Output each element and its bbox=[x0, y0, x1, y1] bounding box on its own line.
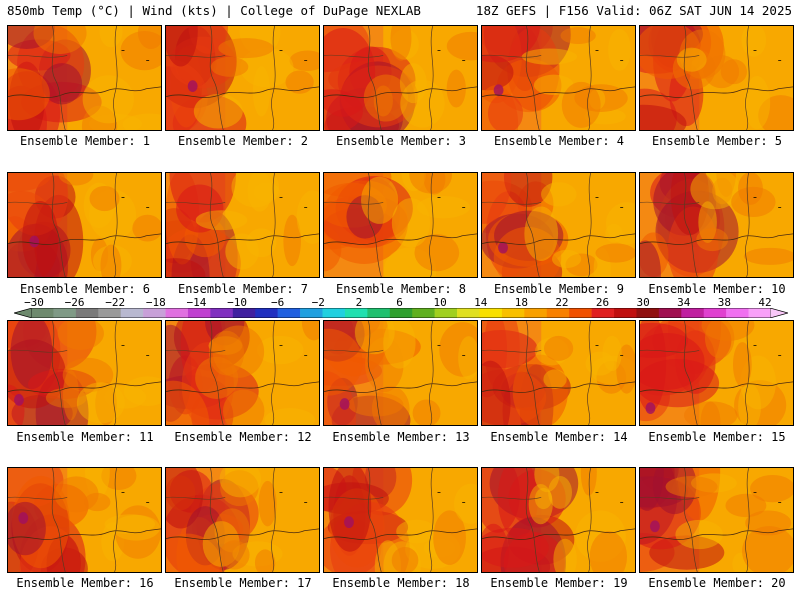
colorbar-swatch bbox=[143, 308, 166, 318]
ensemble-member-map bbox=[165, 320, 320, 426]
colorbar-swatch bbox=[726, 308, 749, 318]
colorbar-swatch bbox=[591, 308, 615, 318]
colorbar-swatch bbox=[53, 308, 77, 318]
ensemble-member-map bbox=[323, 172, 478, 278]
colorbar-swatch bbox=[501, 308, 525, 318]
ensemble-member-map bbox=[481, 25, 636, 131]
colorbar-tick-label: 30 bbox=[636, 296, 650, 309]
colorbar-right-arrow bbox=[770, 308, 788, 318]
colorbar-tick-label: −2 bbox=[311, 296, 325, 309]
ensemble-member-label: Ensemble Member: 1 bbox=[19, 134, 151, 148]
colorbar-swatch bbox=[412, 308, 435, 318]
colorbar-tick-label: −26 bbox=[64, 296, 85, 309]
colorbar-swatch bbox=[367, 308, 391, 318]
ensemble-member-label: Ensemble Member: 12 bbox=[174, 430, 312, 444]
colorbar-tick-label: 10 bbox=[433, 296, 447, 309]
ensemble-member-map bbox=[639, 467, 794, 573]
ensemble-member-label: Ensemble Member: 9 bbox=[493, 282, 625, 296]
colorbar bbox=[31, 308, 771, 318]
ensemble-member-map bbox=[323, 320, 478, 426]
ensemble-member-map bbox=[481, 320, 636, 426]
ensemble-member-label: Ensemble Member: 6 bbox=[19, 282, 151, 296]
colorbar-tick-label: −10 bbox=[227, 296, 247, 309]
ensemble-member-map bbox=[323, 467, 478, 573]
colorbar-swatch bbox=[75, 308, 99, 318]
colorbar-swatch bbox=[524, 308, 548, 318]
ensemble-member-label: Ensemble Member: 3 bbox=[335, 134, 467, 148]
colorbar-swatch bbox=[255, 308, 278, 318]
colorbar-tick-label: −30 bbox=[24, 296, 44, 309]
colorbar-swatch bbox=[703, 308, 727, 318]
colorbar-swatch bbox=[232, 308, 256, 318]
colorbar-tick-label: 2 bbox=[355, 296, 363, 309]
ensemble-member-map bbox=[639, 320, 794, 426]
colorbar-swatch bbox=[614, 308, 637, 318]
ensemble-member-label: Ensemble Member: 10 bbox=[648, 282, 786, 296]
colorbar-swatch bbox=[389, 308, 413, 318]
colorbar-tick-label: 6 bbox=[396, 296, 403, 309]
ensemble-member-label: Ensemble Member: 2 bbox=[177, 134, 309, 148]
ensemble-member-map bbox=[481, 467, 636, 573]
ensemble-member-map bbox=[323, 25, 478, 131]
ensemble-member-map bbox=[165, 25, 320, 131]
ensemble-member-label: Ensemble Member: 19 bbox=[490, 576, 628, 590]
ensemble-member-map bbox=[7, 172, 162, 278]
colorbar-swatch bbox=[98, 308, 121, 318]
colorbar-swatch bbox=[120, 308, 144, 318]
ensemble-member-label: Ensemble Member: 16 bbox=[16, 576, 154, 590]
colorbar-swatch bbox=[636, 308, 660, 318]
colorbar-swatch bbox=[546, 308, 570, 318]
ensemble-member-label: Ensemble Member: 11 bbox=[16, 430, 154, 444]
ensemble-member-label: Ensemble Member: 18 bbox=[332, 576, 470, 590]
ensemble-member-label: Ensemble Member: 8 bbox=[335, 282, 467, 296]
colorbar-swatch bbox=[434, 308, 458, 318]
colorbar-left-arrow bbox=[14, 308, 32, 318]
colorbar-tick-label: −18 bbox=[145, 296, 166, 309]
colorbar-tick-label: 42 bbox=[758, 296, 772, 309]
colorbar-swatch bbox=[681, 308, 705, 318]
colorbar-swatch bbox=[187, 308, 211, 318]
colorbar-swatch bbox=[277, 308, 301, 318]
header-title: 850mb Temp (°C) | Wind (kts) | College o… bbox=[7, 3, 421, 18]
ensemble-member-map bbox=[639, 25, 794, 131]
colorbar-tick-label: −6 bbox=[271, 296, 285, 309]
ensemble-member-map bbox=[165, 467, 320, 573]
header-valid-time: 18Z GEFS | F156 Valid: 06Z SAT JUN 14 20… bbox=[475, 3, 792, 18]
ensemble-member-label: Ensemble Member: 5 bbox=[651, 134, 783, 148]
ensemble-member-map bbox=[7, 320, 162, 426]
colorbar-tick-label: 38 bbox=[717, 296, 731, 309]
colorbar-swatch bbox=[165, 308, 189, 318]
colorbar-swatch bbox=[322, 308, 346, 318]
ensemble-member-label: Ensemble Member: 17 bbox=[174, 576, 312, 590]
colorbar-swatch bbox=[457, 308, 480, 318]
colorbar-swatch bbox=[31, 308, 54, 318]
colorbar-tick-label: −22 bbox=[105, 296, 126, 309]
ensemble-member-map bbox=[481, 172, 636, 278]
colorbar-swatch bbox=[479, 308, 503, 318]
colorbar-swatch bbox=[748, 308, 771, 318]
ensemble-member-label: Ensemble Member: 7 bbox=[177, 282, 309, 296]
ensemble-member-map bbox=[7, 25, 162, 131]
colorbar-swatch bbox=[210, 308, 234, 318]
colorbar-swatch bbox=[300, 308, 323, 318]
ensemble-member-label: Ensemble Member: 14 bbox=[490, 430, 628, 444]
colorbar-tick-label: 18 bbox=[514, 296, 528, 309]
colorbar-swatch bbox=[569, 308, 592, 318]
ensemble-member-map bbox=[7, 467, 162, 573]
colorbar-swatch bbox=[658, 308, 682, 318]
ensemble-member-map bbox=[165, 172, 320, 278]
ensemble-member-label: Ensemble Member: 4 bbox=[493, 134, 625, 148]
colorbar-tick-label: 34 bbox=[677, 296, 691, 309]
ensemble-member-label: Ensemble Member: 15 bbox=[648, 430, 786, 444]
colorbar-swatch bbox=[344, 308, 368, 318]
colorbar-tick-label: −14 bbox=[186, 296, 207, 309]
ensemble-member-map bbox=[639, 172, 794, 278]
colorbar-tick-label: 14 bbox=[474, 296, 488, 309]
ensemble-member-label: Ensemble Member: 20 bbox=[648, 576, 786, 590]
colorbar-tick-label: 26 bbox=[595, 296, 610, 309]
colorbar-tick-label: 22 bbox=[555, 296, 569, 309]
ensemble-member-label: Ensemble Member: 13 bbox=[332, 430, 470, 444]
